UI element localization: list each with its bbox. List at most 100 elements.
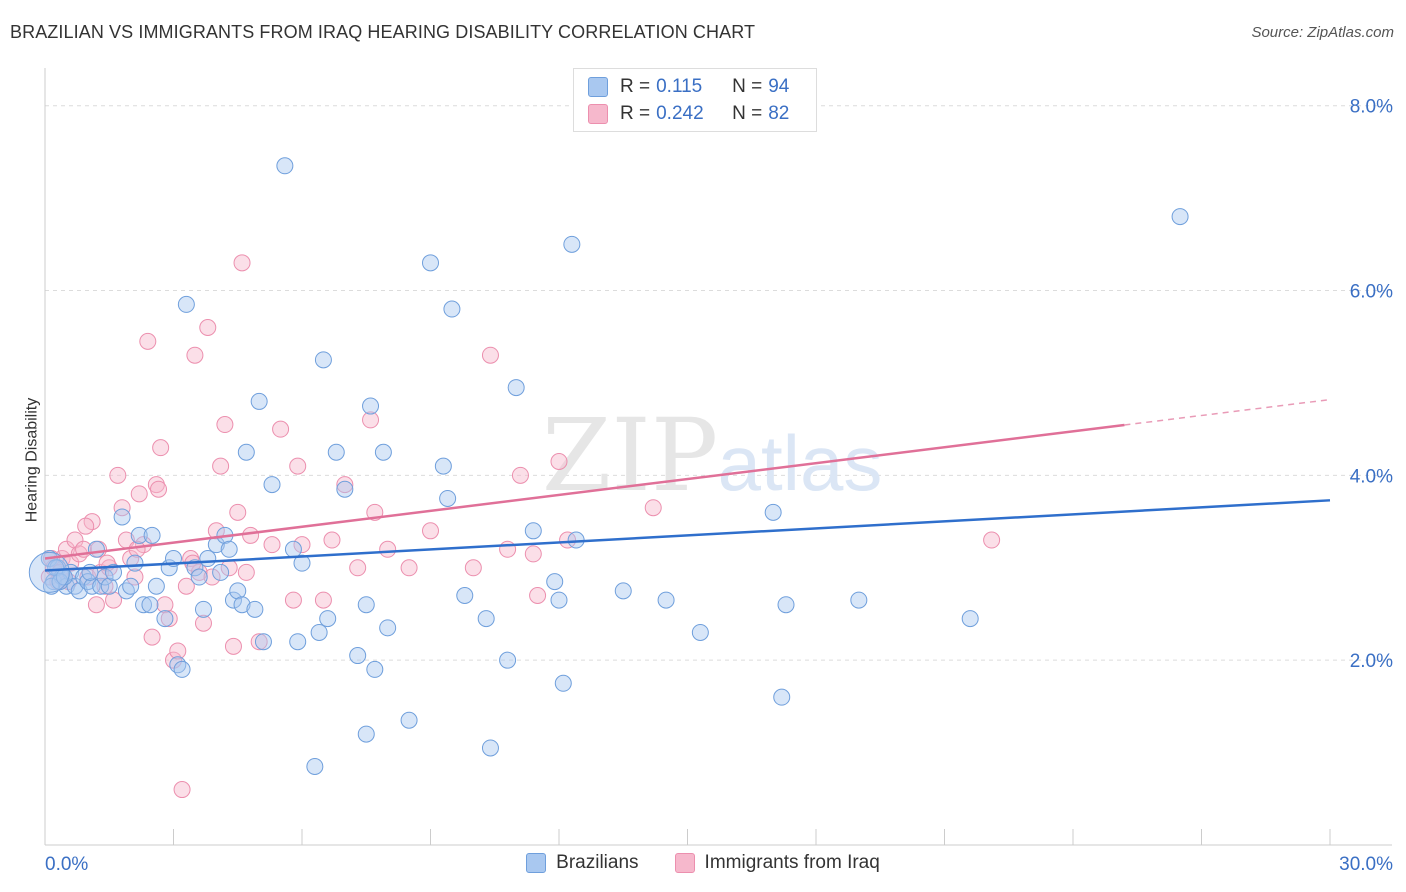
iraq-point (113, 499, 131, 517)
iraq-point (57, 540, 75, 558)
iraq-point (169, 642, 187, 660)
brazilian-point (379, 619, 397, 637)
iraq-point (233, 254, 251, 272)
iraq-point (284, 591, 302, 609)
brazilian-point (546, 573, 564, 591)
iraq-point (336, 476, 354, 494)
r-label: R = (620, 76, 651, 97)
legend-item-iraq[interactable]: Immigrants from Iraq (674, 852, 880, 874)
brazilian-point (42, 577, 60, 595)
y-tick-label: 2.0% (1350, 651, 1393, 672)
watermark-zip: ZIP (542, 397, 718, 514)
stats-legend-box: R = 0.115 N = 94 R = 0.242 N = 82 (573, 68, 817, 132)
iraq-point (644, 499, 662, 517)
iraq-point (77, 517, 95, 535)
iraq-point (524, 545, 542, 563)
brazilian-point (246, 600, 264, 618)
iraq-point (229, 503, 247, 521)
iraq-point (177, 577, 195, 595)
stats-swatch-pink (588, 104, 608, 124)
brazilian-point (777, 596, 795, 614)
chart-title: BRAZILIAN VS IMMIGRANTS FROM IRAQ HEARIN… (10, 22, 756, 42)
brazilian-point (1171, 208, 1189, 226)
iraq-point (130, 485, 148, 503)
iraq-point (156, 596, 174, 614)
brazilian-point (456, 586, 474, 604)
r-value: 0.242 (656, 103, 704, 124)
brazilian-point (130, 526, 148, 544)
legend-swatch-pink (674, 853, 695, 873)
watermark: ZIP atlas (542, 397, 883, 514)
iraq-point (147, 476, 165, 494)
iraq-point (207, 522, 225, 540)
iraq-point (194, 614, 212, 632)
iraq-point (362, 411, 380, 429)
x-tick-label: 0.0% (45, 854, 88, 875)
brazilian-point (314, 351, 332, 369)
iraq-point (400, 559, 418, 577)
legend-item-brazilians[interactable]: Brazilians (526, 852, 639, 874)
brazilian-point (349, 647, 367, 665)
brazilian-point (422, 254, 439, 272)
iraq-point (511, 466, 529, 484)
iraq-point (152, 439, 170, 457)
brazilian-point (691, 623, 709, 641)
gridlines (45, 105, 1392, 661)
brazilian-point (481, 739, 499, 757)
iraq-point (150, 480, 168, 498)
brazilian-point (177, 295, 195, 313)
brazilian-point (105, 563, 123, 581)
brazilian-point (87, 540, 105, 558)
iraq-point (422, 522, 439, 540)
n-value: 94 (768, 76, 790, 97)
watermark-atlas: atlas (718, 419, 883, 507)
brazilian-point (233, 596, 251, 614)
brazilian-point (306, 757, 324, 775)
legend-label: Immigrants from Iraq (704, 852, 880, 873)
tick-labels: 2.0% 4.0% 6.0% 8.0% 0.0% 30.0% (45, 97, 1393, 875)
iraq-point (128, 540, 146, 558)
brazilian-point (293, 554, 311, 572)
iraq-point (237, 563, 255, 581)
brazilian-point (327, 443, 345, 461)
brazilian-cluster-point (28, 551, 70, 593)
brazilian-point (366, 660, 384, 678)
n-label: N = (732, 76, 763, 97)
iraq-point (242, 526, 260, 544)
n-value: 82 (768, 103, 790, 124)
iraq-point (216, 416, 234, 434)
x-tick-label: 30.0% (1339, 854, 1393, 875)
brazilian-point (141, 596, 159, 614)
iraq-point (199, 319, 217, 337)
brazilian-point (156, 610, 174, 628)
brazilian-point (190, 568, 208, 586)
stats-row-iraq: R = 0.242 N = 82 (588, 102, 789, 126)
iraq-point (143, 628, 161, 646)
stats-row-brazilians: R = 0.115 N = 94 (588, 75, 789, 99)
iraq-point (160, 610, 178, 628)
brazilian-point (374, 443, 392, 461)
legend-swatch-blue (526, 853, 547, 873)
brazilian-point (70, 582, 88, 600)
brazilian-point (100, 577, 118, 595)
brazilian-point (357, 725, 375, 743)
brazilian-point (319, 610, 337, 628)
brazilian-point (263, 476, 281, 494)
brazilian-point (336, 480, 354, 498)
brazilian-point (657, 591, 675, 609)
iraq-point (173, 781, 191, 799)
r-label: R = (620, 103, 651, 124)
brazilian-point (773, 688, 791, 706)
brazilian-point (764, 503, 782, 521)
iraq-point (983, 531, 1001, 549)
series-brazilians-points (28, 157, 1189, 775)
iraq-point (464, 559, 482, 577)
brazilian-point (310, 623, 328, 641)
brazilian-point (254, 633, 272, 651)
n-label: N = (732, 103, 763, 124)
brazilian-point (173, 660, 191, 678)
brazilian-point (961, 610, 979, 628)
brazilian-point (400, 711, 418, 729)
trend-lines (44, 398, 1331, 572)
